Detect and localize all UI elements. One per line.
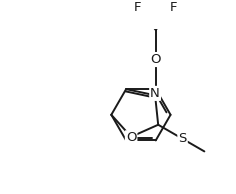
Text: S: S [178,132,187,145]
Text: O: O [126,131,136,144]
Text: F: F [134,1,141,14]
Text: N: N [150,87,160,100]
Text: O: O [151,53,161,66]
Text: F: F [170,1,177,14]
